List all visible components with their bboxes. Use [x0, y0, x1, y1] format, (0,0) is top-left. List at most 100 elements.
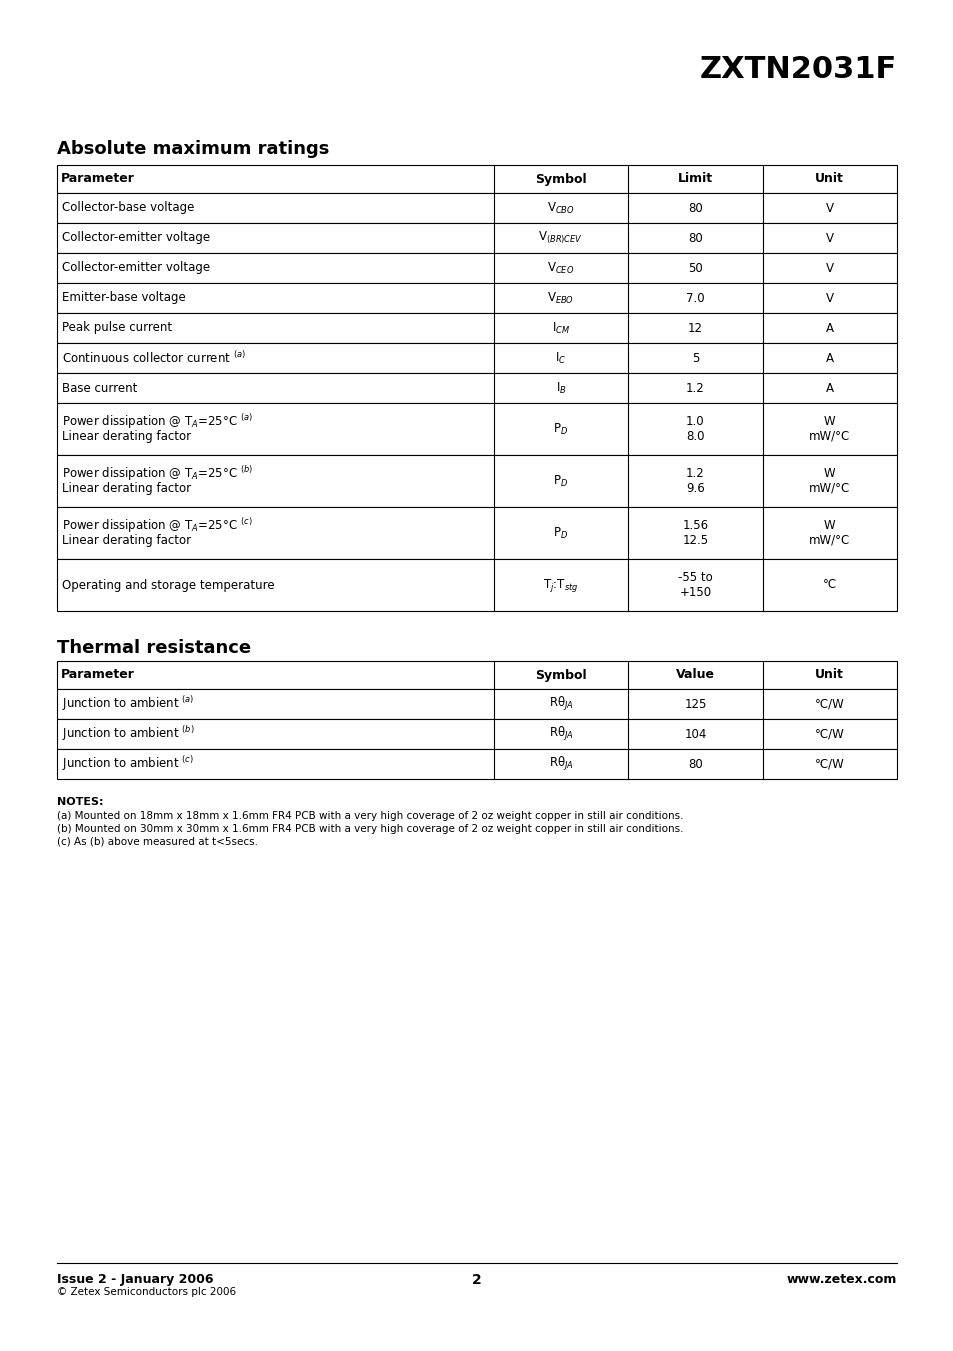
Text: Power dissipation @ T$_A$=25°C $^{(a)}$: Power dissipation @ T$_A$=25°C $^{(a)}$	[62, 412, 253, 431]
Bar	[57, 165, 896, 193]
Text: Junction to ambient $^{(b)}$: Junction to ambient $^{(b)}$	[62, 724, 194, 743]
Text: 1.0: 1.0	[685, 415, 704, 428]
Text: P$_{D}$: P$_{D}$	[553, 473, 568, 489]
Text: W: W	[823, 467, 835, 480]
Bar	[57, 313, 896, 343]
Text: +150: +150	[679, 586, 711, 598]
Text: Parameter: Parameter	[61, 669, 134, 681]
Text: Emitter-base voltage: Emitter-base voltage	[62, 292, 186, 304]
Text: Collector-base voltage: Collector-base voltage	[62, 201, 194, 215]
Text: V: V	[825, 231, 833, 245]
Text: Rθ$_{JA}$: Rθ$_{JA}$	[548, 725, 573, 743]
Text: (c) As (b) above measured at t<5secs.: (c) As (b) above measured at t<5secs.	[57, 838, 257, 847]
Text: 8.0: 8.0	[685, 430, 704, 443]
Text: P$_{D}$: P$_{D}$	[553, 422, 568, 436]
Text: Collector-emitter voltage: Collector-emitter voltage	[62, 262, 210, 274]
Text: Power dissipation @ T$_A$=25°C $^{(c)}$: Power dissipation @ T$_A$=25°C $^{(c)}$	[62, 516, 253, 535]
Text: V: V	[825, 262, 833, 274]
Bar	[57, 507, 896, 559]
Text: 1.2: 1.2	[685, 381, 704, 394]
Text: Operating and storage temperature: Operating and storage temperature	[62, 578, 274, 592]
Text: A: A	[825, 322, 833, 335]
Text: 80: 80	[687, 201, 702, 215]
Text: (a) Mounted on 18mm x 18mm x 1.6mm FR4 PCB with a very high coverage of 2 oz wei: (a) Mounted on 18mm x 18mm x 1.6mm FR4 P…	[57, 811, 682, 821]
Text: 125: 125	[683, 697, 706, 711]
Bar	[57, 373, 896, 403]
Bar	[57, 661, 896, 689]
Text: A: A	[825, 381, 833, 394]
Bar	[57, 689, 896, 719]
Text: W: W	[823, 415, 835, 428]
Text: Thermal resistance: Thermal resistance	[57, 639, 251, 657]
Bar	[57, 253, 896, 282]
Bar	[57, 455, 896, 507]
Text: 50: 50	[687, 262, 702, 274]
Text: T$_j$:T$_{stg}$: T$_j$:T$_{stg}$	[542, 577, 578, 593]
Text: Linear derating factor: Linear derating factor	[62, 534, 191, 547]
Bar	[57, 343, 896, 373]
Text: Parameter: Parameter	[61, 173, 134, 185]
Text: mW/°C: mW/°C	[808, 430, 849, 443]
Text: °C/W: °C/W	[814, 697, 843, 711]
Text: www.zetex.com: www.zetex.com	[786, 1273, 896, 1286]
Text: NOTES:: NOTES:	[57, 797, 103, 807]
Text: °C: °C	[821, 578, 836, 592]
Text: (b) Mounted on 30mm x 30mm x 1.6mm FR4 PCB with a very high coverage of 2 oz wei: (b) Mounted on 30mm x 30mm x 1.6mm FR4 P…	[57, 824, 682, 834]
Text: V$_{EBO}$: V$_{EBO}$	[547, 290, 574, 305]
Text: Limit: Limit	[678, 173, 712, 185]
Text: °C/W: °C/W	[814, 758, 843, 770]
Text: W: W	[823, 519, 835, 532]
Text: Rθ$_{JA}$: Rθ$_{JA}$	[548, 694, 573, 713]
Text: V$_{(BR)CEV}$: V$_{(BR)CEV}$	[537, 230, 583, 246]
Text: Collector-emitter voltage: Collector-emitter voltage	[62, 231, 210, 245]
Bar	[57, 282, 896, 313]
Text: 12: 12	[687, 322, 702, 335]
Text: Rθ$_{JA}$: Rθ$_{JA}$	[548, 755, 573, 773]
Text: Junction to ambient $^{(a)}$: Junction to ambient $^{(a)}$	[62, 694, 194, 713]
Text: Symbol: Symbol	[535, 669, 586, 681]
Text: 80: 80	[687, 231, 702, 245]
Text: V$_{CEO}$: V$_{CEO}$	[547, 261, 574, 276]
Text: V: V	[825, 201, 833, 215]
Text: °C/W: °C/W	[814, 727, 843, 740]
Text: 7.0: 7.0	[685, 292, 704, 304]
Text: 9.6: 9.6	[685, 482, 704, 494]
Text: Absolute maximum ratings: Absolute maximum ratings	[57, 141, 329, 158]
Text: Issue 2 - January 2006: Issue 2 - January 2006	[57, 1273, 213, 1286]
Text: Value: Value	[675, 669, 714, 681]
Bar	[57, 403, 896, 455]
Text: Continuous collector current $^{(a)}$: Continuous collector current $^{(a)}$	[62, 350, 246, 366]
Bar	[57, 193, 896, 223]
Text: 1.56: 1.56	[681, 519, 708, 532]
Bar	[57, 748, 896, 780]
Text: Power dissipation @ T$_A$=25°C $^{(b)}$: Power dissipation @ T$_A$=25°C $^{(b)}$	[62, 465, 253, 484]
Text: I$_{CM}$: I$_{CM}$	[552, 320, 570, 335]
Text: Base current: Base current	[62, 381, 137, 394]
Text: -55 to: -55 to	[678, 571, 712, 584]
Text: 1.2: 1.2	[685, 467, 704, 480]
Text: ZXTN2031F: ZXTN2031F	[699, 55, 896, 84]
Text: Junction to ambient $^{(c)}$: Junction to ambient $^{(c)}$	[62, 755, 193, 774]
Text: V: V	[825, 292, 833, 304]
Text: Linear derating factor: Linear derating factor	[62, 430, 191, 443]
Text: Linear derating factor: Linear derating factor	[62, 482, 191, 494]
Text: Unit: Unit	[815, 669, 843, 681]
Text: mW/°C: mW/°C	[808, 534, 849, 547]
Text: 104: 104	[683, 727, 706, 740]
Text: © Zetex Semiconductors plc 2006: © Zetex Semiconductors plc 2006	[57, 1288, 236, 1297]
Text: A: A	[825, 351, 833, 365]
Text: mW/°C: mW/°C	[808, 482, 849, 494]
Text: V$_{CBO}$: V$_{CBO}$	[547, 200, 575, 216]
Text: I$_{C}$: I$_{C}$	[555, 350, 566, 366]
Text: 80: 80	[687, 758, 702, 770]
Bar	[57, 223, 896, 253]
Text: 12.5: 12.5	[681, 534, 708, 547]
Text: Peak pulse current: Peak pulse current	[62, 322, 172, 335]
Bar	[57, 719, 896, 748]
Text: P$_{D}$: P$_{D}$	[553, 526, 568, 540]
Text: Symbol: Symbol	[535, 173, 586, 185]
Text: Unit: Unit	[815, 173, 843, 185]
Text: 5: 5	[691, 351, 699, 365]
Bar	[57, 559, 896, 611]
Text: I$_{B}$: I$_{B}$	[555, 381, 566, 396]
